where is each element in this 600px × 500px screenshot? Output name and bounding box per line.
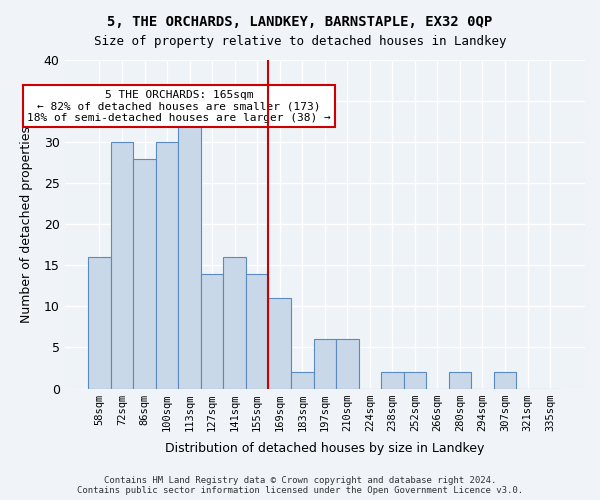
Bar: [449, 372, 471, 388]
Bar: [156, 142, 178, 388]
Bar: [404, 372, 426, 388]
Bar: [336, 339, 359, 388]
Bar: [381, 372, 404, 388]
Bar: [246, 274, 268, 388]
X-axis label: Distribution of detached houses by size in Landkey: Distribution of detached houses by size …: [165, 442, 484, 455]
Bar: [223, 257, 246, 388]
Text: 5 THE ORCHARDS: 165sqm
← 82% of detached houses are smaller (173)
18% of semi-de: 5 THE ORCHARDS: 165sqm ← 82% of detached…: [27, 90, 331, 123]
Text: 5, THE ORCHARDS, LANDKEY, BARNSTAPLE, EX32 0QP: 5, THE ORCHARDS, LANDKEY, BARNSTAPLE, EX…: [107, 15, 493, 29]
Bar: [494, 372, 516, 388]
Bar: [201, 274, 223, 388]
Bar: [178, 126, 201, 388]
Bar: [291, 372, 314, 388]
Bar: [88, 257, 111, 388]
Text: Size of property relative to detached houses in Landkey: Size of property relative to detached ho…: [94, 35, 506, 48]
Y-axis label: Number of detached properties: Number of detached properties: [20, 126, 33, 323]
Bar: [314, 339, 336, 388]
Text: Contains HM Land Registry data © Crown copyright and database right 2024.
Contai: Contains HM Land Registry data © Crown c…: [77, 476, 523, 495]
Bar: [133, 158, 156, 388]
Bar: [111, 142, 133, 388]
Bar: [268, 298, 291, 388]
